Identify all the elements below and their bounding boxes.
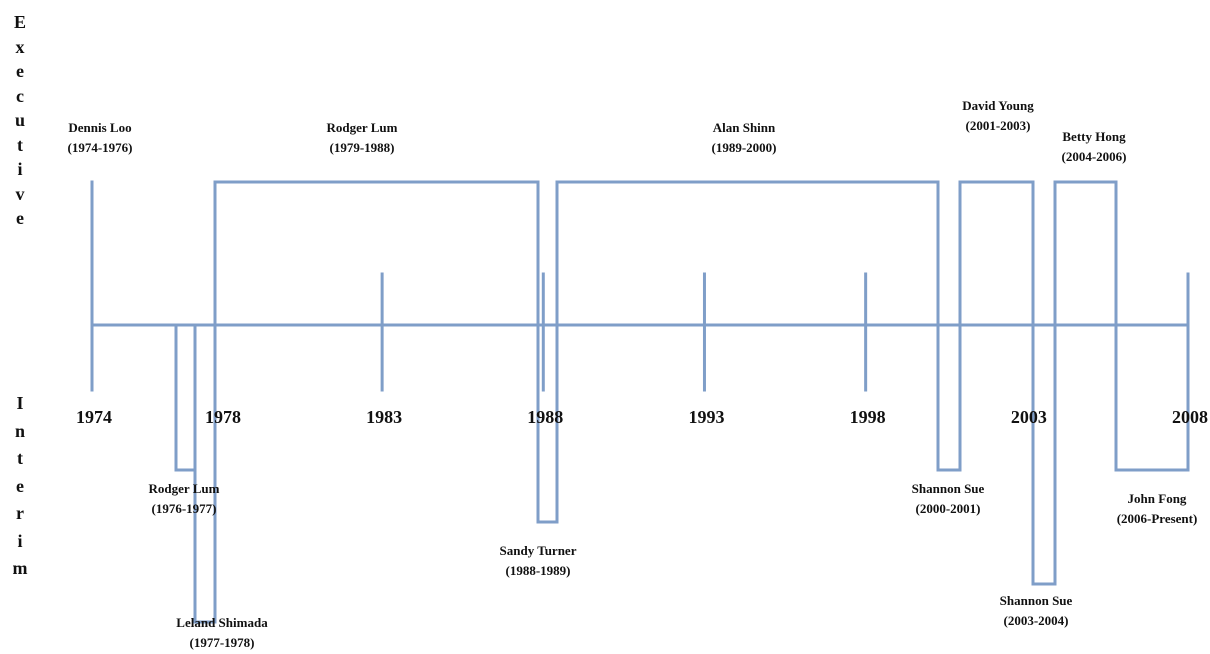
year-label-1993: 1993 <box>688 407 724 427</box>
executive-term-4: Betty Hong (2004-2006) <box>1062 129 1127 164</box>
executive-term-years-3: (2001-2003) <box>966 118 1031 133</box>
executive-term-name-3: David Young <box>962 98 1034 113</box>
year-label-1998: 1998 <box>850 407 886 427</box>
year-label-2008: 2008 <box>1172 407 1208 427</box>
executive-label-letter-6: i <box>17 159 23 179</box>
interim-term-1: Leland Shimada (1977-1978) <box>176 615 268 650</box>
executive-term-2: Alan Shinn (1989-2000) <box>712 120 777 155</box>
timeline-lines <box>90 180 1190 624</box>
interim-term-name-1: Leland Shimada <box>176 615 268 630</box>
executive-label-letter-2: e <box>16 61 24 81</box>
executive-term-years-4: (2004-2006) <box>1062 149 1127 164</box>
interim-term-years-2: (1988-1989) <box>506 563 571 578</box>
interim-label-letter-1: n <box>14 420 25 441</box>
interim-term-5: John Fong (2006-Present) <box>1117 491 1198 526</box>
year-label-1983: 1983 <box>366 407 402 427</box>
interim-term-name-2: Sandy Turner <box>500 543 577 558</box>
year-label-2003: 2003 <box>1011 407 1047 427</box>
interim-label-letter-6: m <box>12 558 28 578</box>
executive-term-3: David Young (2001-2003) <box>962 98 1034 133</box>
executive-term-years-1: (1979-1988) <box>330 140 395 155</box>
interim-term-2: Sandy Turner (1988-1989) <box>500 543 577 578</box>
interim-label-letter-3: e <box>16 475 24 496</box>
interim-label-letter-0: I <box>16 393 24 413</box>
year-label-1978: 1978 <box>205 407 241 427</box>
interim-term-3: Shannon Sue (2000-2001) <box>912 481 985 516</box>
executive-label-letter-0: E <box>13 12 26 32</box>
timeline-labels: 1974 1978 1983 1988 1993 1998 2003 2008 Dennis L… <box>68 98 1209 650</box>
executive-label-letter-4: u <box>14 110 25 130</box>
executive-term-name-1: Rodger Lum <box>327 120 398 135</box>
executive-term-years-0: (1974-1976) <box>68 140 133 155</box>
year-label-1988: 1988 <box>527 407 563 427</box>
interim-term-name-4: Shannon Sue <box>1000 593 1073 608</box>
interim-label-letter-2: t <box>17 448 23 468</box>
interim-term-years-1: (1977-1978) <box>190 635 255 650</box>
interim-label-letter-5: i <box>17 530 23 551</box>
executive-term-0: Dennis Loo (1974-1976) <box>68 120 133 155</box>
interim-term-years-0: (1976-1977) <box>152 501 217 516</box>
executive-term-years-2: (1989-2000) <box>712 140 777 155</box>
interim-term-years-3: (2000-2001) <box>916 501 981 516</box>
executive-label-letter-5: t <box>17 134 23 155</box>
year-label-1974: 1974 <box>76 407 112 427</box>
interim-term-name-0: Rodger Lum <box>149 481 220 496</box>
executive-label-letter-7: v <box>15 183 25 204</box>
executive-term-name-4: Betty Hong <box>1062 129 1126 144</box>
executive-label-letter-8: e <box>16 208 24 228</box>
executive-label-letter-3: c <box>16 85 24 106</box>
interim-term-years-4: (2003-2004) <box>1004 613 1069 628</box>
executive-term-name-0: Dennis Loo <box>68 120 131 135</box>
executive-term-name-2: Alan Shinn <box>713 120 776 135</box>
interim-term-name-3: Shannon Sue <box>912 481 985 496</box>
executive-label-letter-1: x <box>15 36 25 57</box>
interim-term-name-5: John Fong <box>1128 491 1187 506</box>
interim-term-0: Rodger Lum (1976-1977) <box>149 481 220 516</box>
interim-term-4: Shannon Sue (2003-2004) <box>1000 593 1073 628</box>
executive-term-1: Rodger Lum (1979-1988) <box>327 120 398 155</box>
interim-term-years-5: (2006-Present) <box>1117 511 1198 526</box>
interim-label-letter-4: r <box>16 503 24 523</box>
